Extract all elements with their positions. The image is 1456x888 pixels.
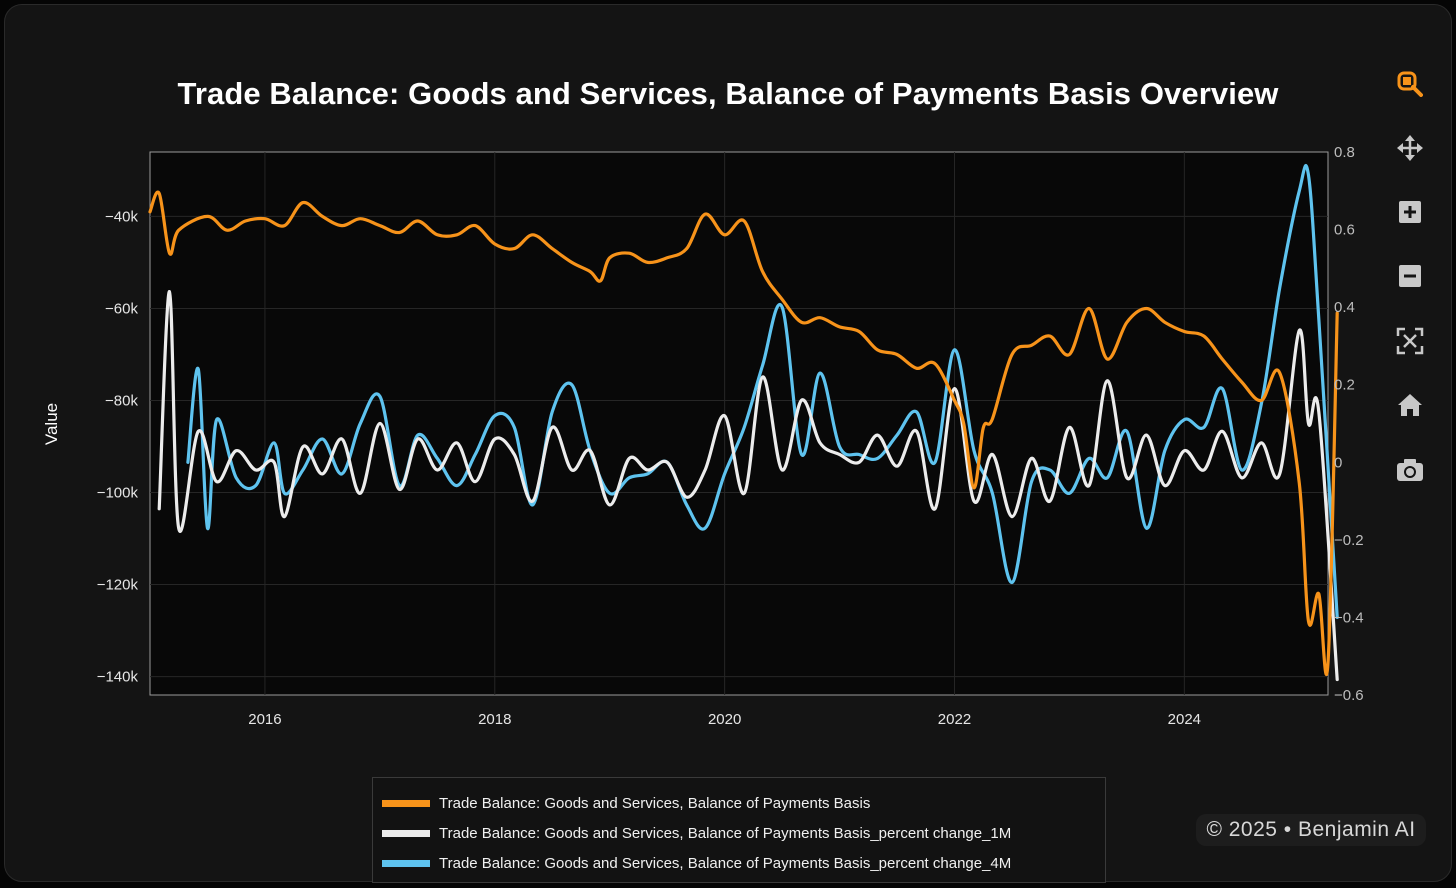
zoom-in-icon xyxy=(1399,201,1421,223)
legend-swatch-white xyxy=(382,829,430,837)
legend-item-percent-change-1m[interactable]: Trade Balance: Goods and Services, Balan… xyxy=(382,823,1011,843)
y-left-axis-ticks: −40k −60k −80k −100k −120k −140k xyxy=(97,208,139,685)
legend-label: Trade Balance: Goods and Services, Balan… xyxy=(439,794,871,812)
y-right-tick-label: −0.6 xyxy=(1334,687,1364,704)
legend-item-percent-change-4m[interactable]: Trade Balance: Goods and Services, Balan… xyxy=(382,853,1011,873)
y-right-tick-label: 0.8 xyxy=(1334,144,1355,161)
chart-title: Trade Balance: Goods and Services, Balan… xyxy=(177,76,1279,111)
series-line-2[interactable] xyxy=(157,289,1339,682)
y-left-tick-label: −40k xyxy=(105,208,138,225)
legend-swatch-orange xyxy=(382,799,430,807)
legend-item-trade-balance[interactable]: Trade Balance: Goods and Services, Balan… xyxy=(382,793,870,813)
x-tick-label: 2020 xyxy=(708,711,741,728)
camera-icon xyxy=(1397,459,1423,481)
zoom-out-icon xyxy=(1399,265,1421,287)
x-tick-label: 2024 xyxy=(1168,711,1201,728)
download-png-button[interactable] xyxy=(1390,450,1430,490)
y-right-tick-label: −0.2 xyxy=(1334,532,1364,549)
y-left-tick-label: −60k xyxy=(105,300,138,317)
reset-axes-button[interactable] xyxy=(1390,385,1430,425)
x-tick-label: 2016 xyxy=(248,711,281,728)
pan-button[interactable] xyxy=(1390,128,1430,168)
legend[interactable]: Trade Balance: Goods and Services, Balan… xyxy=(372,777,1106,883)
x-axis-ticks: 2016 2018 2020 2022 2024 xyxy=(248,711,1201,728)
x-tick-label: 2018 xyxy=(478,711,511,728)
y-right-tick-label: 0.6 xyxy=(1334,222,1355,239)
zoom-icon xyxy=(1397,71,1423,97)
y-left-tick-label: −120k xyxy=(97,577,139,594)
y-right-tick-label: 0.2 xyxy=(1334,377,1355,394)
grid-lines xyxy=(150,152,1328,695)
legend-swatch-blue xyxy=(382,859,430,867)
x-tick-label: 2022 xyxy=(938,711,971,728)
series-line-1[interactable] xyxy=(148,190,1339,676)
pan-icon xyxy=(1397,135,1423,161)
zoom-out-button[interactable] xyxy=(1390,256,1430,296)
autoscale-icon xyxy=(1396,327,1424,355)
y-axis-title: Value xyxy=(42,403,61,445)
y-left-tick-label: −100k xyxy=(97,485,139,502)
y-right-tick-label: 0 xyxy=(1334,454,1342,471)
legend-label: Trade Balance: Goods and Services, Balan… xyxy=(439,824,1012,842)
plot-area xyxy=(149,151,1329,696)
autoscale-button[interactable] xyxy=(1390,321,1430,361)
y-left-tick-label: −140k xyxy=(97,669,139,686)
zoom-in-button[interactable] xyxy=(1390,192,1430,232)
y-left-tick-label: −80k xyxy=(105,392,138,409)
series-lines xyxy=(148,164,1339,682)
watermark: © 2025 • Benjamin AI xyxy=(1196,814,1426,846)
zoom-button[interactable] xyxy=(1390,64,1430,104)
legend-label: Trade Balance: Goods and Services, Balan… xyxy=(439,854,1012,872)
y-right-axis-ticks: 0.8 0.6 0.4 0.2 0 −0.2 −0.4 −0.6 xyxy=(1334,144,1364,704)
y-right-tick-label: −0.4 xyxy=(1334,609,1364,626)
home-icon xyxy=(1398,394,1422,416)
y-right-tick-label: 0.4 xyxy=(1334,299,1355,316)
